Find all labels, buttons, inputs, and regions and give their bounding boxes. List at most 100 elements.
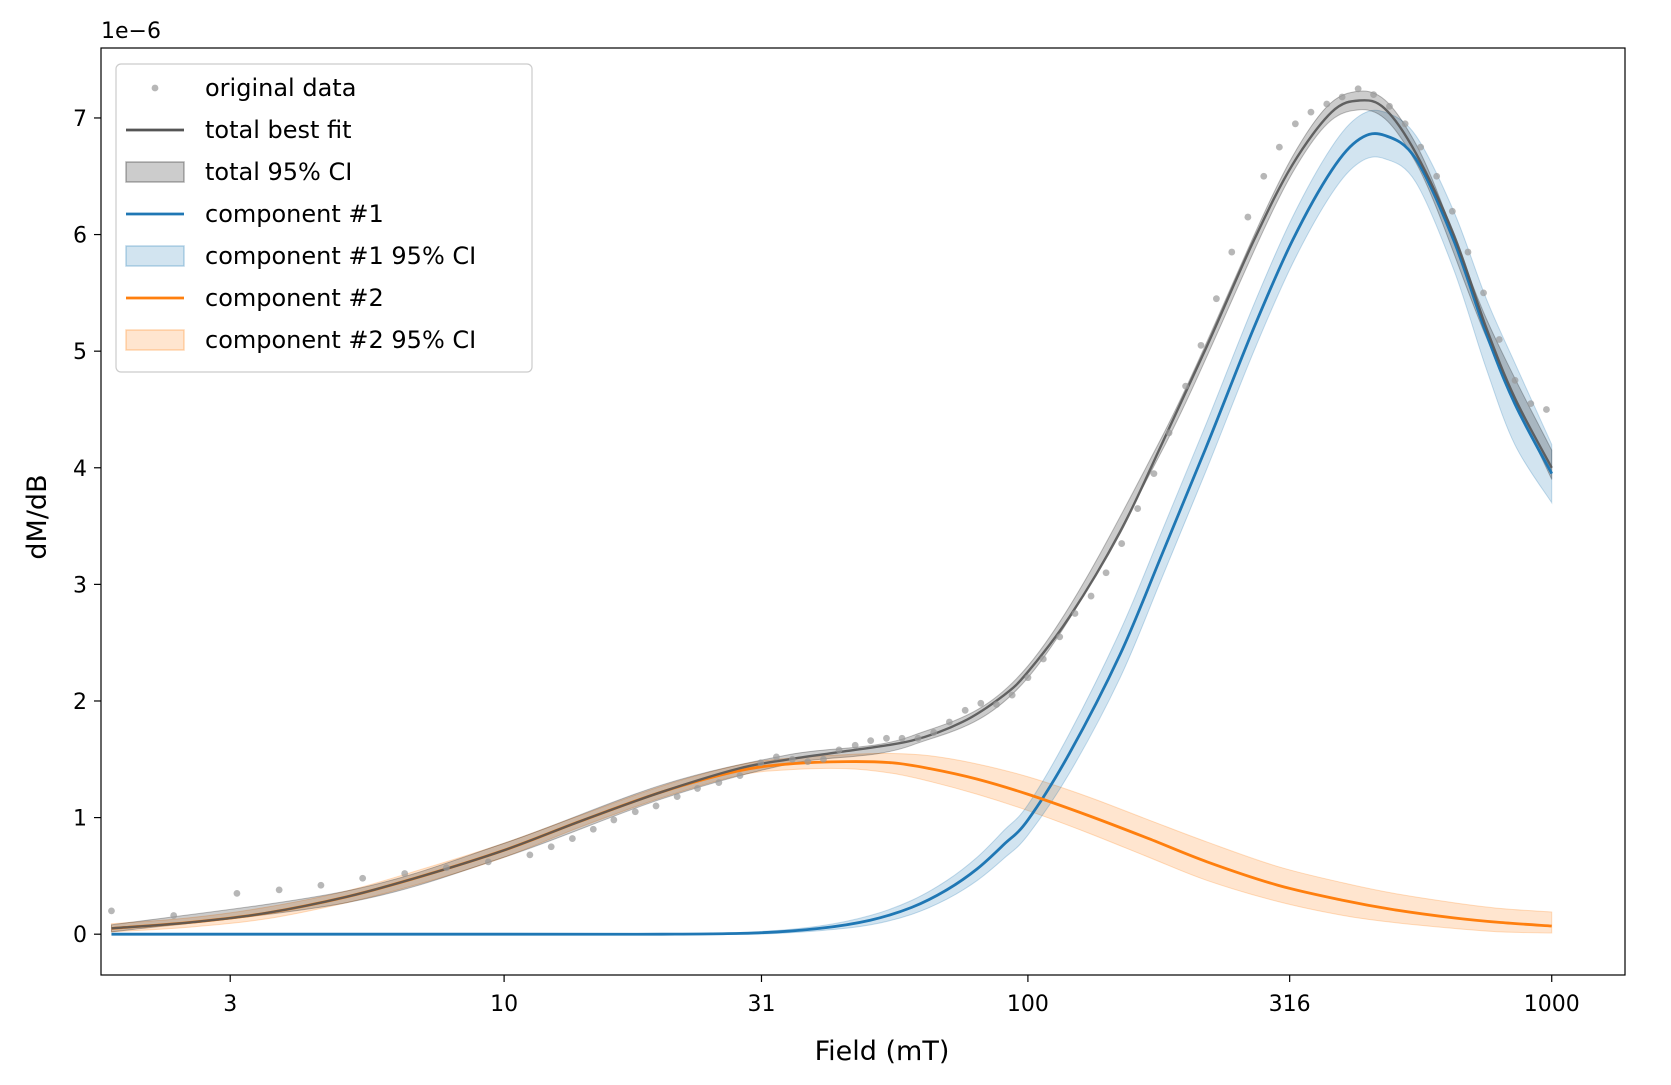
- data-point: [359, 874, 367, 882]
- data-point: [1480, 289, 1487, 297]
- data-point: [945, 718, 953, 726]
- data-point: [1134, 505, 1142, 512]
- data-point: [1338, 93, 1346, 101]
- data-point: [835, 746, 843, 754]
- legend-label: component #2: [205, 284, 384, 312]
- data-point: [867, 737, 875, 745]
- x-axis-ticks: 3 10 31 100 316 1000: [223, 975, 1580, 1017]
- data-point: [1527, 400, 1535, 408]
- data-point: [1197, 341, 1205, 349]
- data-point: [568, 835, 576, 842]
- legend-patch: [125, 161, 185, 183]
- data-point: [1386, 102, 1393, 110]
- data-point: [1354, 85, 1362, 93]
- data-point: [736, 772, 744, 780]
- y-tick-label: 4: [73, 457, 87, 482]
- y-tick-label: 3: [73, 573, 87, 598]
- data-point: [1182, 382, 1189, 390]
- original-data-points: [108, 85, 1550, 919]
- data-point: [673, 793, 681, 800]
- data-point: [914, 734, 922, 742]
- x-axis-label: Field (mT): [815, 1036, 950, 1067]
- data-point: [631, 808, 639, 816]
- data-point: [1275, 143, 1283, 151]
- data-point: [275, 886, 283, 894]
- data-point: [1543, 406, 1550, 413]
- legend-label: total 95% CI: [205, 158, 352, 186]
- data-point: [1008, 691, 1016, 699]
- data-point: [589, 825, 597, 833]
- fit-lines: [111, 99, 1553, 936]
- data-point: [401, 870, 409, 877]
- line-total-best-fit: [111, 99, 1553, 930]
- data-point: [1244, 213, 1252, 221]
- data-point: [547, 843, 555, 851]
- data-point: [788, 755, 796, 763]
- data-point: [1118, 540, 1126, 547]
- data-point: [1433, 172, 1441, 180]
- data-point: [1370, 91, 1377, 99]
- data-point: [820, 755, 827, 763]
- y-tick-label: 0: [73, 923, 87, 948]
- data-point: [1024, 674, 1032, 682]
- y-axis-ticks: 0 1 2 3 4 5 6 7: [73, 107, 101, 948]
- x-tick-label: 31: [747, 992, 775, 1017]
- data-point: [610, 816, 618, 824]
- data-point: [977, 699, 985, 707]
- data-point: [1511, 376, 1519, 384]
- data-point: [108, 907, 115, 915]
- data-point: [1260, 172, 1268, 180]
- data-point: [772, 753, 780, 761]
- data-point: [1071, 610, 1079, 617]
- legend-patch: [125, 329, 185, 351]
- data-point: [1087, 592, 1095, 600]
- y-tick-label: 6: [73, 224, 87, 249]
- data-point: [1150, 470, 1158, 477]
- y-tick-label: 5: [73, 340, 87, 365]
- data-point: [1056, 633, 1064, 641]
- x-tick-label: 1000: [1524, 992, 1580, 1017]
- data-point: [930, 729, 938, 736]
- legend: original data total best fit total 95% CI c…: [115, 63, 533, 373]
- data-point: [1291, 120, 1299, 128]
- data-point: [851, 741, 859, 749]
- data-point: [1213, 295, 1220, 303]
- legend-marker: [151, 84, 159, 92]
- data-point: [1323, 100, 1331, 108]
- data-point: [1401, 120, 1409, 128]
- data-point: [1228, 248, 1236, 256]
- legend-label: component #1: [205, 200, 384, 228]
- data-point: [961, 706, 969, 714]
- data-point: [993, 701, 1000, 708]
- y-tick-label: 1: [73, 807, 87, 832]
- data-point: [1448, 207, 1456, 215]
- data-point: [898, 734, 906, 742]
- x-tick-label: 316: [1269, 992, 1311, 1017]
- legend-patch: [125, 245, 185, 267]
- data-point: [1464, 248, 1472, 256]
- data-point: [1417, 143, 1425, 151]
- y-offset-label: 1e−6: [101, 19, 161, 44]
- y-axis-label: dM/dB: [22, 474, 53, 559]
- y-tick-label: 7: [73, 107, 87, 132]
- data-point: [883, 734, 890, 742]
- data-point: [652, 802, 660, 810]
- data-point: [317, 881, 325, 889]
- legend-label: total best fit: [205, 116, 352, 144]
- data-point: [757, 759, 765, 767]
- x-tick-label: 10: [490, 992, 518, 1017]
- legend-label: original data: [205, 74, 356, 102]
- data-point: [233, 889, 241, 897]
- data-point: [804, 758, 812, 766]
- data-point: [443, 864, 450, 872]
- data-point: [1165, 429, 1173, 437]
- data-point: [1039, 655, 1047, 663]
- legend-box: [115, 63, 533, 373]
- data-point: [170, 912, 178, 919]
- x-tick-label: 3: [223, 992, 237, 1017]
- y-tick-label: 2: [73, 690, 87, 715]
- x-tick-label: 100: [1007, 992, 1049, 1017]
- plot-area-frame: [100, 47, 1626, 976]
- data-point: [715, 779, 723, 786]
